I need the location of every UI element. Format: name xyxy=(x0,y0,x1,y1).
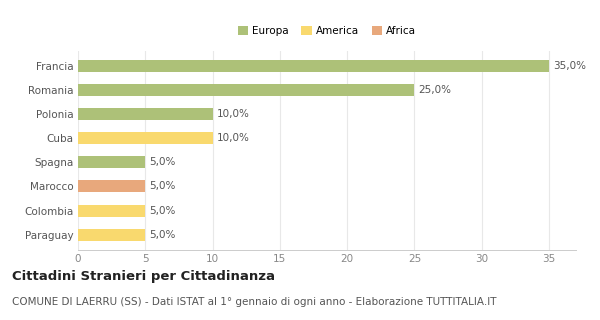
Text: 25,0%: 25,0% xyxy=(419,85,452,95)
Bar xyxy=(78,60,549,72)
Text: 5,0%: 5,0% xyxy=(149,205,176,216)
Text: 10,0%: 10,0% xyxy=(217,109,250,119)
Text: Cittadini Stranieri per Cittadinanza: Cittadini Stranieri per Cittadinanza xyxy=(12,270,275,284)
Legend: Europa, America, Africa: Europa, America, Africa xyxy=(236,24,418,38)
Bar xyxy=(78,108,212,120)
Bar xyxy=(78,204,145,217)
Bar xyxy=(78,84,415,96)
Bar xyxy=(78,180,145,193)
Text: 5,0%: 5,0% xyxy=(149,229,176,240)
Text: 10,0%: 10,0% xyxy=(217,133,250,143)
Text: 5,0%: 5,0% xyxy=(149,181,176,191)
Text: 35,0%: 35,0% xyxy=(553,61,586,71)
Bar xyxy=(78,156,145,168)
Bar xyxy=(78,228,145,241)
Text: COMUNE DI LAERRU (SS) - Dati ISTAT al 1° gennaio di ogni anno - Elaborazione TUT: COMUNE DI LAERRU (SS) - Dati ISTAT al 1°… xyxy=(12,297,497,307)
Bar xyxy=(78,132,212,144)
Text: 5,0%: 5,0% xyxy=(149,157,176,167)
